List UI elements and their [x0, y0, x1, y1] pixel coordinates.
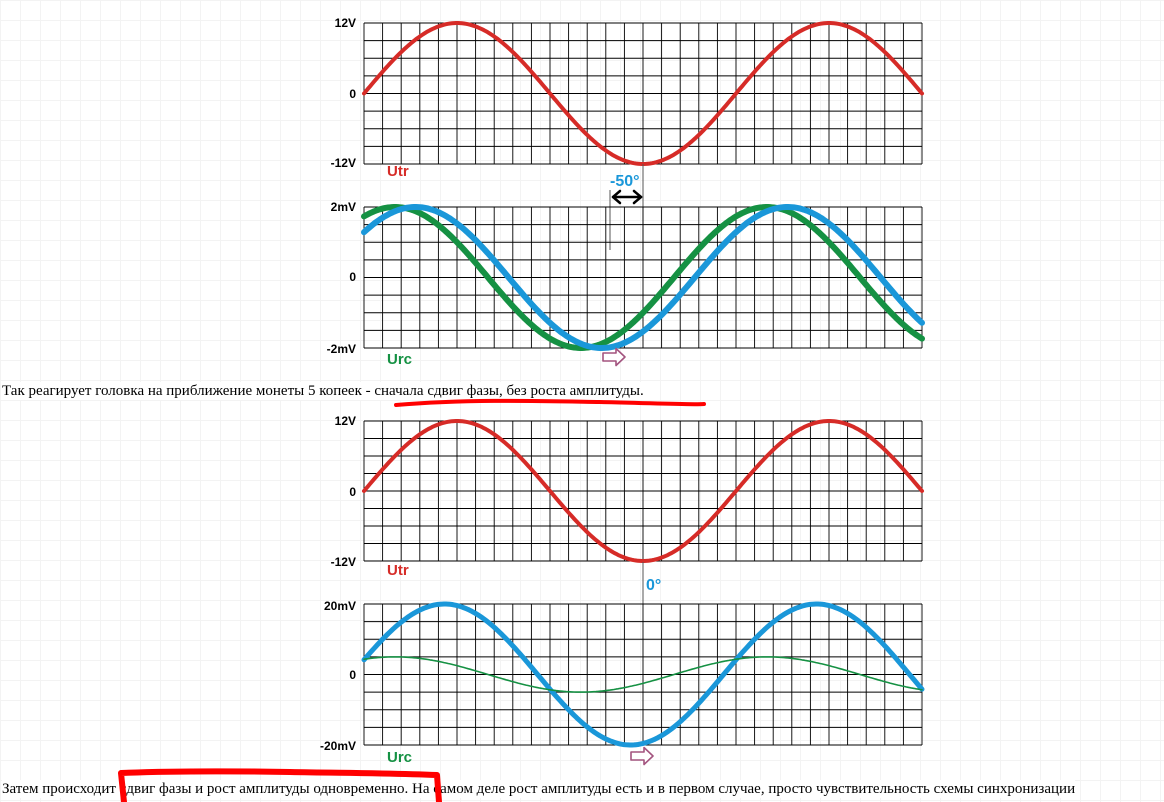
- paragraph-text: Затем происходит сдвиг фазы и рост ампли…: [2, 780, 1076, 798]
- tick-label-top: 12V: [335, 414, 356, 428]
- signal-label-utr: Utr: [387, 562, 409, 579]
- scope-curves: [361, 601, 925, 748]
- scope-curves: [361, 204, 925, 351]
- phase-indicator-2: 0°: [642, 562, 661, 604]
- tick-label-zero: 0: [349, 270, 356, 284]
- tick-label-bottom: -12V: [331, 156, 356, 170]
- tick-label-zero: 0: [349, 87, 356, 101]
- waveform-reference: [361, 204, 925, 351]
- tick-label-top: 12V: [335, 16, 356, 30]
- waveform-urc: [361, 204, 925, 351]
- signal-label-urc: Urc: [387, 351, 412, 368]
- paragraph-text: Так реагирует головка на приближение мон…: [2, 382, 644, 400]
- tick-label-zero: 0: [349, 485, 356, 499]
- tick-label-bottom: -20mV: [320, 739, 356, 753]
- tick-label-zero: 0: [349, 668, 356, 682]
- tick-label-bottom: -12V: [331, 555, 356, 569]
- phase-indicator-1: -50°: [609, 164, 644, 250]
- scope-curves: [362, 419, 924, 563]
- signal-label-urc: Urc: [387, 749, 412, 766]
- scope-grid: [363, 206, 923, 349]
- scope-grid: [363, 22, 923, 165]
- phase-arrow-icon: [611, 189, 643, 205]
- waveform-reference: [363, 656, 923, 693]
- waveform-urc: [361, 601, 925, 748]
- phase-label: 0°: [646, 577, 661, 594]
- scope-grid: [363, 603, 923, 746]
- right-arrow-icon: [630, 746, 654, 766]
- right-arrow-icon: [602, 347, 626, 367]
- signal-label-utr: Utr: [387, 163, 409, 180]
- tick-label-top: 20mV: [324, 599, 356, 613]
- phase-label: -50°: [610, 173, 640, 190]
- scope-utr-1: 12V 0 -12V Utr: [331, 16, 924, 180]
- scope-utr-2: 12V 0 -12V Utr: [331, 414, 924, 579]
- tick-label-bottom: -2mV: [327, 342, 356, 356]
- scope-urc-2: 20mV 0 -20mV Urc: [320, 599, 925, 766]
- waveform-utr: [362, 419, 924, 563]
- scope-grid: [363, 420, 923, 562]
- tick-label-top: 2mV: [331, 200, 356, 214]
- scope-urc-1: 2mV 0 -2mV Urc: [327, 200, 925, 368]
